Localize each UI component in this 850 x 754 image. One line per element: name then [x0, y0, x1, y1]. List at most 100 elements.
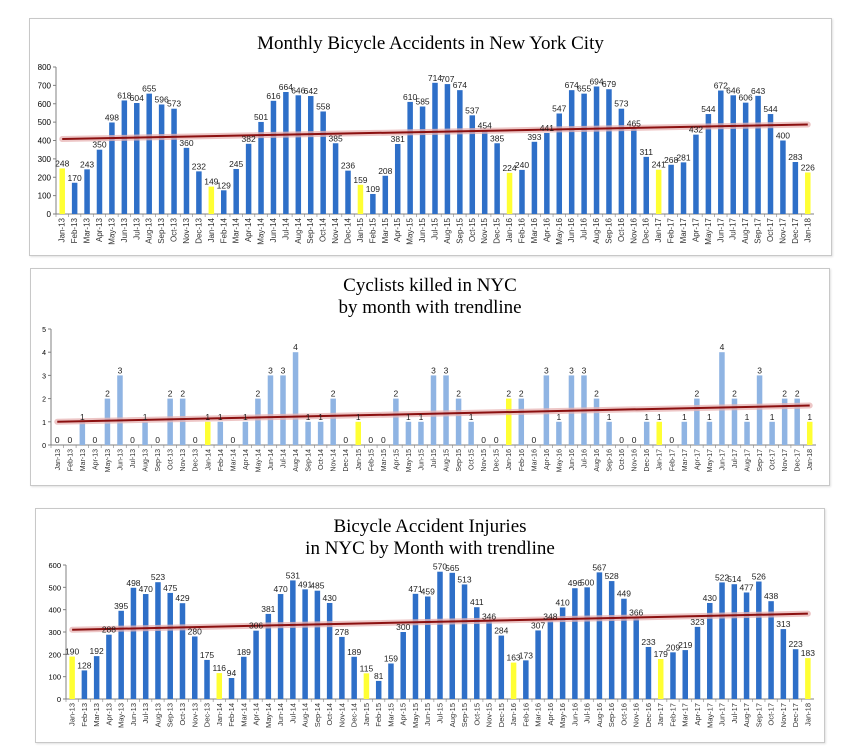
data-label: 531 [286, 570, 300, 580]
bar [109, 122, 115, 214]
killed-chart-title-line-1: Cyclists killed in NYC [343, 275, 517, 296]
data-label: 208 [378, 166, 392, 176]
x-tick-label: Jun-14 [268, 449, 275, 471]
bar [375, 680, 382, 699]
data-label: 432 [689, 125, 703, 135]
y-tick-label: 800 [38, 63, 52, 72]
bar [518, 398, 525, 445]
data-label: 558 [316, 101, 330, 111]
data-label: 4 [293, 342, 298, 352]
bar [142, 421, 148, 445]
x-tick-label: Jan-16 [505, 217, 514, 242]
x-tick-label: Nov-13 [182, 217, 191, 243]
data-label: 454 [478, 121, 492, 131]
bar [405, 421, 412, 445]
bar [121, 100, 128, 214]
x-tick-label: Jul-17 [729, 217, 738, 239]
x-tick-label: Aug-16 [592, 217, 601, 243]
bar [106, 634, 112, 699]
bar [443, 375, 449, 445]
data-label: 570 [433, 562, 447, 572]
bar [449, 572, 456, 699]
data-label: 522 [715, 572, 729, 582]
x-tick-label: Sep-14 [306, 217, 315, 243]
x-tick-label: Apr-13 [92, 449, 99, 470]
y-tick-label: 0 [57, 695, 61, 704]
bar [718, 90, 724, 214]
data-label: 300 [396, 622, 410, 632]
x-tick-label: Jul-16 [580, 217, 589, 239]
x-tick-label: Jan-15 [362, 703, 371, 726]
x-tick-label: Sep-13 [155, 449, 162, 472]
data-label: 0 [632, 435, 637, 445]
bar [345, 170, 351, 214]
y-tick-label: 600 [38, 100, 52, 109]
bar [694, 398, 700, 445]
bar [568, 90, 575, 214]
x-tick-label: Nov-17 [779, 703, 788, 727]
bar [608, 581, 615, 699]
bar [192, 636, 198, 699]
bar [270, 100, 277, 214]
bar [130, 587, 137, 699]
x-tick-label: Feb-15 [368, 449, 375, 471]
x-tick-label: Oct-15 [468, 217, 477, 242]
data-label: 565 [445, 563, 459, 573]
accidents-chart: 0 100 200 300 400 500 600 700 800 Jan-13 Feb-13 Mar… [38, 63, 816, 245]
data-label: 1 [707, 412, 712, 422]
x-tick-label: Jul-14 [288, 703, 297, 723]
bar [633, 617, 639, 699]
data-label: 567 [592, 562, 606, 572]
x-tick-label: Nov-17 [778, 217, 787, 243]
data-label: 1 [745, 412, 750, 422]
data-label: 233 [641, 637, 655, 647]
data-label: 288 [102, 625, 116, 635]
x-tick-label: Jun-16 [570, 703, 579, 726]
x-tick-label: Oct-17 [767, 703, 776, 726]
data-label: 3 [569, 365, 574, 375]
x-tick-label: Oct-17 [766, 217, 775, 242]
x-tick-label: Jun-15 [418, 217, 427, 242]
bar [339, 636, 345, 699]
bar [444, 84, 451, 215]
x-tick-label: Jan-13 [55, 449, 62, 471]
bar [506, 172, 513, 214]
x-tick-label: Aug-14 [301, 703, 310, 727]
data-label: 477 [739, 582, 753, 592]
data-label: 618 [117, 90, 131, 100]
data-label: 2 [506, 389, 511, 399]
data-label: 674 [453, 80, 467, 90]
x-tick-label: Oct-14 [325, 703, 334, 726]
data-label: 3 [281, 365, 286, 375]
bar [183, 147, 190, 214]
data-label: 81 [374, 671, 384, 681]
data-label: 410 [556, 597, 570, 607]
data-label: 3 [268, 365, 273, 375]
data-label: 1 [770, 412, 775, 422]
x-tick-label: Dec-13 [194, 217, 203, 243]
bar [606, 89, 612, 214]
data-label: 1 [607, 412, 612, 422]
data-label: 0 [669, 435, 674, 445]
bar [680, 162, 687, 214]
bar [806, 421, 813, 445]
x-tick-label: Sep-14 [313, 703, 322, 727]
data-label: 655 [577, 84, 591, 94]
x-tick-label: Aug-17 [742, 703, 751, 727]
bar [167, 592, 173, 699]
data-label: 284 [494, 626, 508, 636]
bar [731, 584, 738, 699]
x-tick-label: Jan-17 [654, 217, 663, 242]
x-tick-label: Sep-13 [157, 217, 166, 243]
data-label: 219 [678, 640, 692, 650]
data-label: 1 [682, 412, 687, 422]
data-label: 0 [481, 435, 486, 445]
data-label: 1 [406, 412, 411, 422]
x-tick-label: Apr-16 [546, 703, 555, 726]
bar [134, 103, 140, 214]
x-tick-label: May-17 [705, 703, 714, 728]
bar [355, 421, 362, 445]
y-tick-label: 200 [38, 173, 52, 182]
x-tick-label: Aug-17 [741, 217, 750, 243]
x-tick-label: Jan-14 [215, 703, 224, 726]
